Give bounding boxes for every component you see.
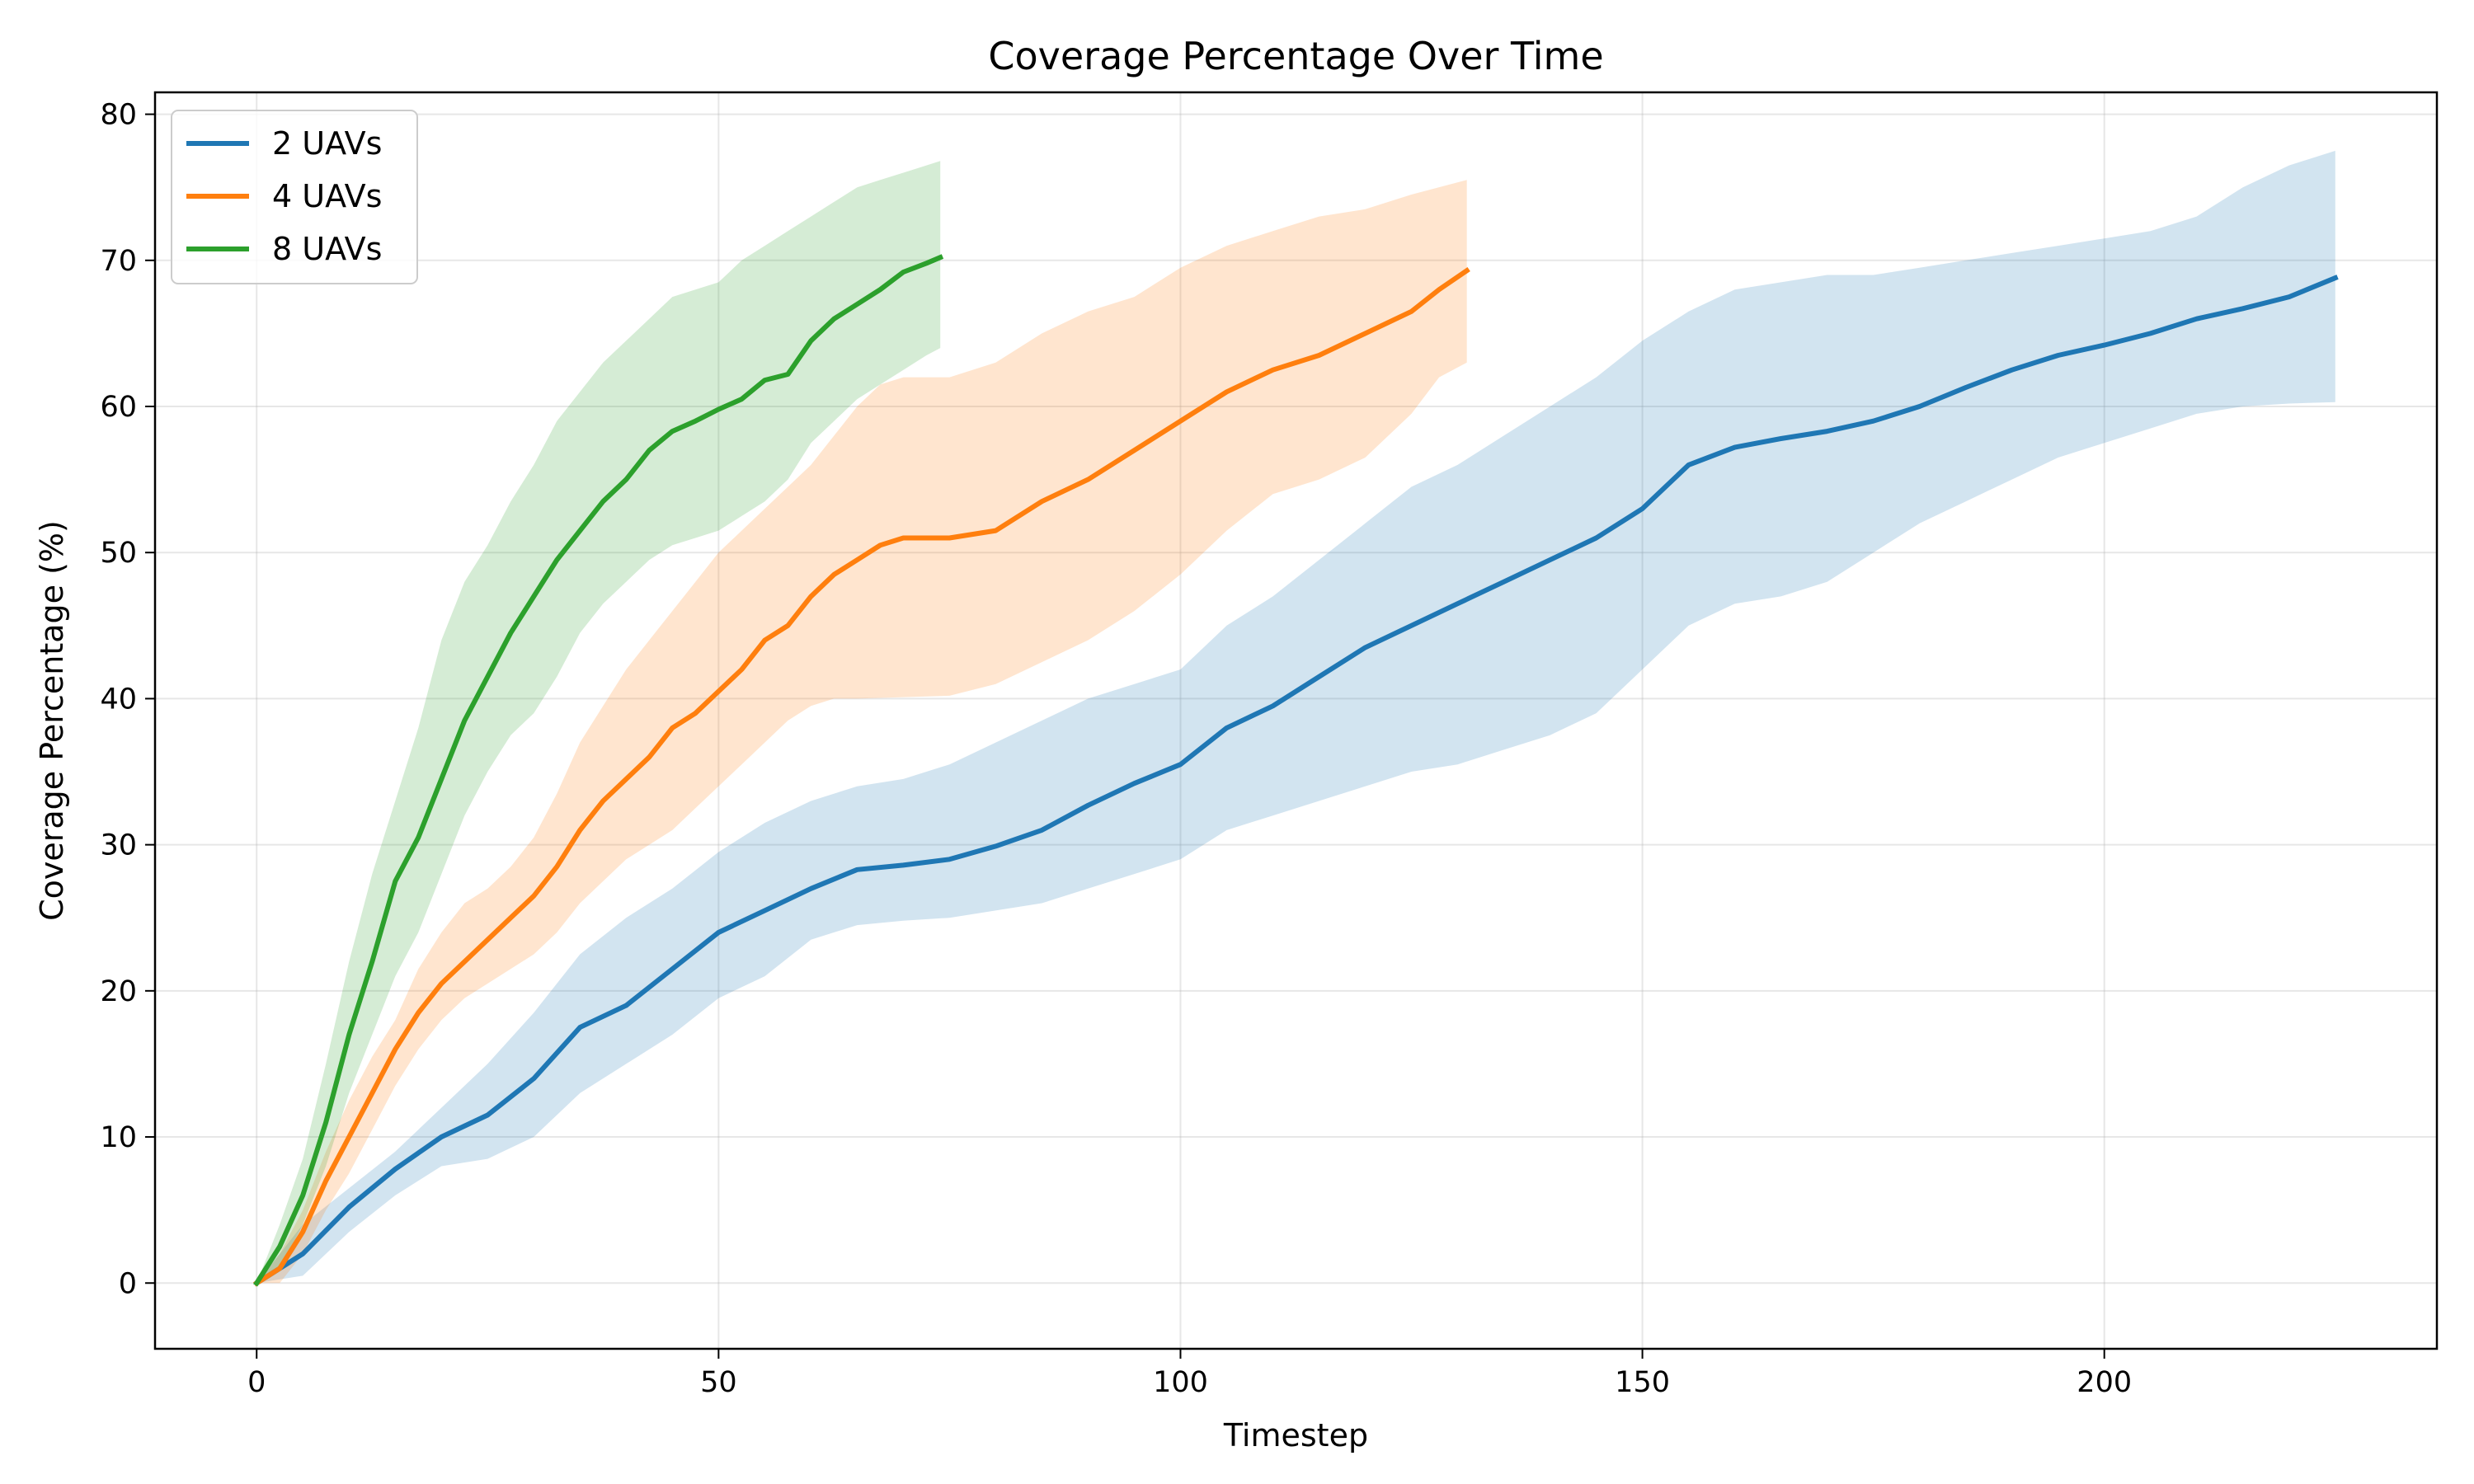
x-tick-label: 0: [247, 1366, 266, 1399]
y-tick-label: 10: [100, 1121, 137, 1154]
y-tick-label: 40: [100, 683, 137, 716]
chart-title: Coverage Percentage Over Time: [988, 34, 1603, 78]
y-tick-label: 30: [100, 829, 137, 862]
y-tick-label: 60: [100, 391, 137, 424]
x-axis-label: Timestep: [1223, 1417, 1368, 1453]
series-lines: [253, 254, 2339, 1287]
legend-box: [171, 110, 418, 284]
y-tick-label: 70: [100, 245, 137, 278]
band-series-2: [256, 180, 1467, 1284]
legend: 2 UAVs 4 UAVs 8 UAVs: [171, 110, 418, 284]
y-tick-label: 80: [100, 99, 137, 132]
y-tick-label: 50: [100, 537, 137, 570]
grid: [155, 92, 2437, 1349]
band-series-3: [256, 161, 941, 1284]
x-tick-label: 50: [700, 1366, 737, 1399]
y-tick-label: 0: [119, 1267, 137, 1300]
y-axis-label: Coverage Percentage (%): [34, 520, 70, 921]
legend-label-2: 4 UAVs: [272, 178, 382, 214]
legend-label-1: 2 UAVs: [272, 125, 382, 162]
legend-label-3: 8 UAVs: [272, 231, 382, 267]
x-tick-label: 150: [1615, 1366, 1670, 1399]
line-series-1: [253, 275, 2339, 1287]
line-series-3: [253, 254, 944, 1287]
x-tick-label: 100: [1153, 1366, 1208, 1399]
y-tick-label: 20: [100, 975, 137, 1008]
line-series-2: [253, 267, 1470, 1287]
x-tick-label: 200: [2077, 1366, 2132, 1399]
axis-ticks: 0 50 100 150 200 0 10 20 30 40 50 60 70 80: [100, 99, 2132, 1399]
plot-frame: [153, 91, 2439, 1350]
